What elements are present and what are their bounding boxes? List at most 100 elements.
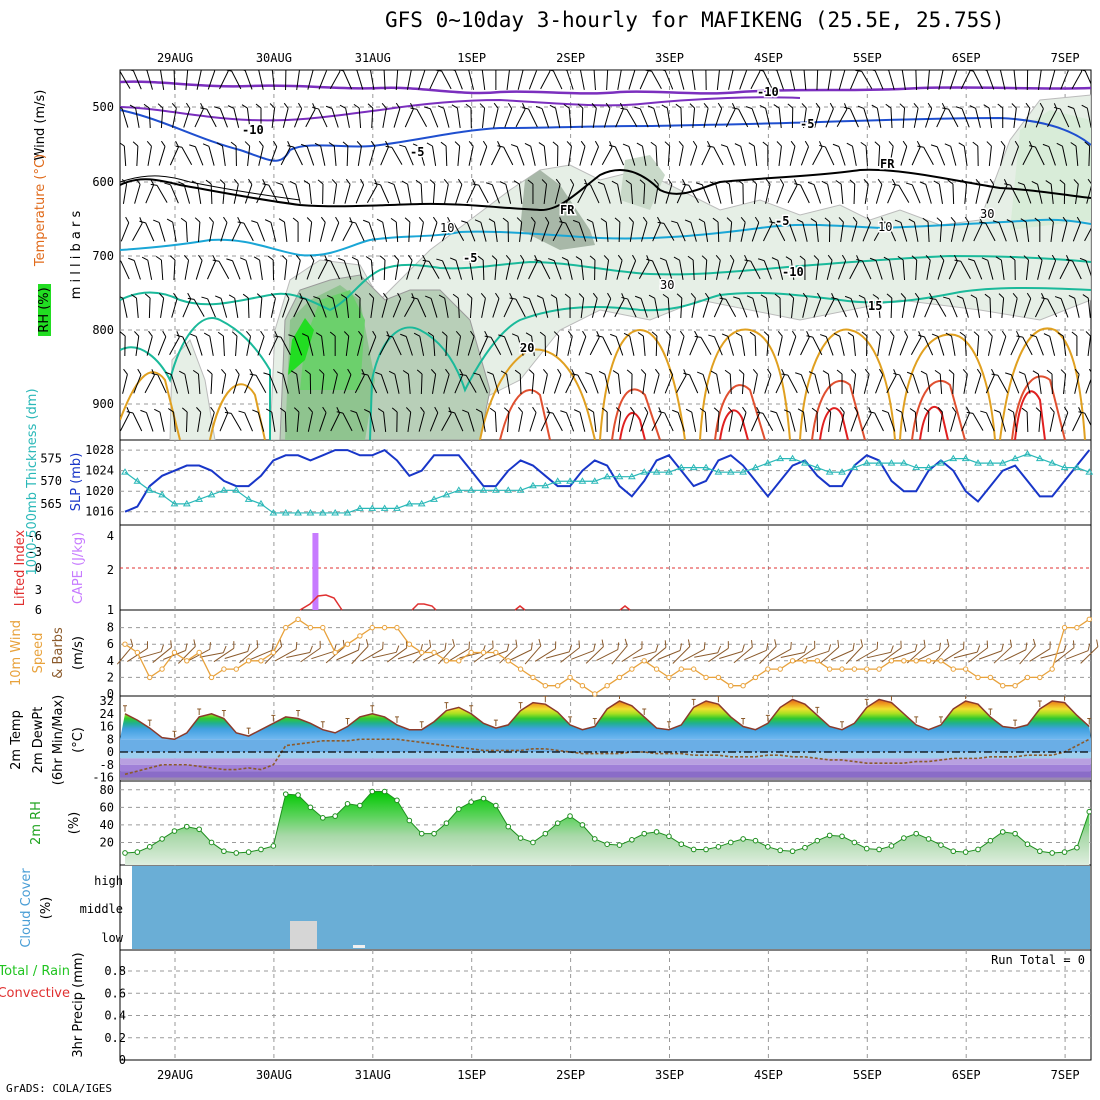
- wind-barb-staff: [133, 374, 142, 394]
- wind-barb-flag: [187, 297, 195, 300]
- wind-barb-flag: [264, 219, 272, 223]
- wind-barb: [929, 297, 947, 317]
- wind-barb-flag: [687, 255, 694, 261]
- thickness-point: [899, 459, 908, 466]
- wind-barb-flag: [278, 218, 285, 223]
- wind-barb: [466, 293, 473, 319]
- wind-barb-staff: [850, 70, 859, 90]
- rh-point: [320, 815, 326, 821]
- wind-barb-flag: [600, 218, 607, 223]
- wind-barb: [1086, 178, 1091, 204]
- wind-barb: [980, 410, 995, 432]
- wind-barb-staff: [627, 260, 637, 280]
- wind-barb-staff: [333, 145, 337, 167]
- wind-barb-staff: [441, 70, 452, 90]
- wind-speed-point: [876, 666, 882, 672]
- wind-barb-staff: [975, 298, 981, 318]
- cape-tick-label: 4: [107, 529, 114, 543]
- surface-wind-barb: [733, 640, 753, 664]
- wind-barb-staff: [456, 336, 462, 356]
- wind-barb: [651, 331, 658, 357]
- surface-wind-barb-flag: [976, 645, 981, 653]
- wind-barb-staff: [430, 298, 438, 318]
- date-label-top: 5SEP: [853, 51, 882, 65]
- wind-speed-point: [233, 666, 239, 672]
- wind-barb: [475, 408, 486, 432]
- wind-barb-flag: [273, 140, 278, 147]
- surface-wind-barb: [611, 638, 628, 665]
- thickness-axis-label: 1000-500mb Thickness (dm): [25, 388, 40, 575]
- wind-barb-staff: [776, 70, 784, 90]
- wind-barb-staff: [269, 146, 278, 166]
- rh-point: [196, 826, 202, 833]
- surface-wind-barb-flag: [679, 643, 683, 651]
- wind-barb-staff: [887, 412, 896, 432]
- wind-barb-flag: [466, 293, 473, 299]
- li-tick-label: 3: [35, 583, 42, 597]
- surface-wind-barb-staff: [805, 650, 829, 660]
- wind-barb-flag: [196, 70, 202, 71]
- temp-cold-band: [120, 771, 1091, 778]
- wind-barb-flag: [909, 408, 916, 413]
- wind-barb-staff: [1084, 70, 1091, 90]
- rh-point: [542, 830, 549, 837]
- wind-barb: [561, 257, 573, 280]
- wind-barb-staff: [924, 108, 933, 128]
- wind-barb-staff: [750, 70, 761, 90]
- surface-wind-barb-flag: [923, 639, 926, 648]
- wind-barb-staff: [184, 260, 190, 280]
- wind-barb-flag: [511, 333, 519, 337]
- wind-barb-staff: [530, 146, 536, 166]
- wind-barb: [806, 335, 823, 356]
- wind-barb-flag: [267, 255, 274, 261]
- wind-tick-label: 0: [107, 687, 114, 701]
- wind-barb: [477, 255, 485, 281]
- wind-barb: [1085, 368, 1091, 394]
- wind-barb-staff: [642, 374, 647, 394]
- thickness-point: [368, 504, 377, 511]
- wind-barb-staff: [183, 108, 191, 128]
- surface-wind-barb: [361, 641, 384, 662]
- wind-barb-flag: [927, 102, 933, 109]
- temp-minmax-marker: [914, 716, 919, 723]
- wind-barb: [292, 217, 299, 242]
- wind-barb: [1072, 216, 1081, 242]
- rh-point: [493, 802, 499, 809]
- wind-barb: [998, 293, 1005, 319]
- wind-barb-staff: [692, 259, 695, 281]
- wind-barb-flag: [238, 70, 246, 72]
- thickness-point: [553, 477, 562, 484]
- wind-barb: [1068, 295, 1080, 318]
- surface-wind-barb-staff: [621, 648, 643, 662]
- dewpt-line: [124, 738, 1090, 776]
- wind-barb-staff: [888, 336, 895, 356]
- wind-barb: [846, 142, 857, 166]
- surface-wind-barb-flag: [468, 641, 470, 649]
- wind-barb-staff: [197, 412, 202, 432]
- wind-barb: [714, 70, 720, 90]
- surface-wind-barb-flag: [852, 642, 855, 651]
- wind-barb-staff: [603, 108, 611, 128]
- wind-barb-flag: [810, 218, 817, 223]
- wind-barb-staff: [617, 374, 622, 394]
- wind-speed-point: [888, 658, 895, 664]
- wind-barb-staff: [824, 298, 835, 318]
- surface-wind-barb-flag: [382, 641, 384, 650]
- wind-barb-flag: [715, 254, 721, 261]
- wind-barb-staff: [802, 222, 808, 242]
- wind-barb: [598, 371, 610, 394]
- wind-barb-staff: [902, 259, 906, 281]
- wind-barb-flag: [592, 292, 598, 299]
- wind-barb-staff: [653, 374, 660, 394]
- surface-wind-barb-staff: [993, 646, 1012, 664]
- wind-barb-staff: [717, 411, 720, 433]
- wind-barb: [280, 70, 287, 91]
- wind-barb: [587, 408, 597, 432]
- wind-barb: [393, 102, 401, 128]
- wind-speed-point: [505, 658, 511, 664]
- thickness-point: [1073, 463, 1081, 471]
- wind-barb: [769, 221, 786, 242]
- surface-wind-barb: [560, 640, 581, 663]
- wind-barb: [196, 407, 202, 432]
- wind-barb-flag: [860, 141, 867, 147]
